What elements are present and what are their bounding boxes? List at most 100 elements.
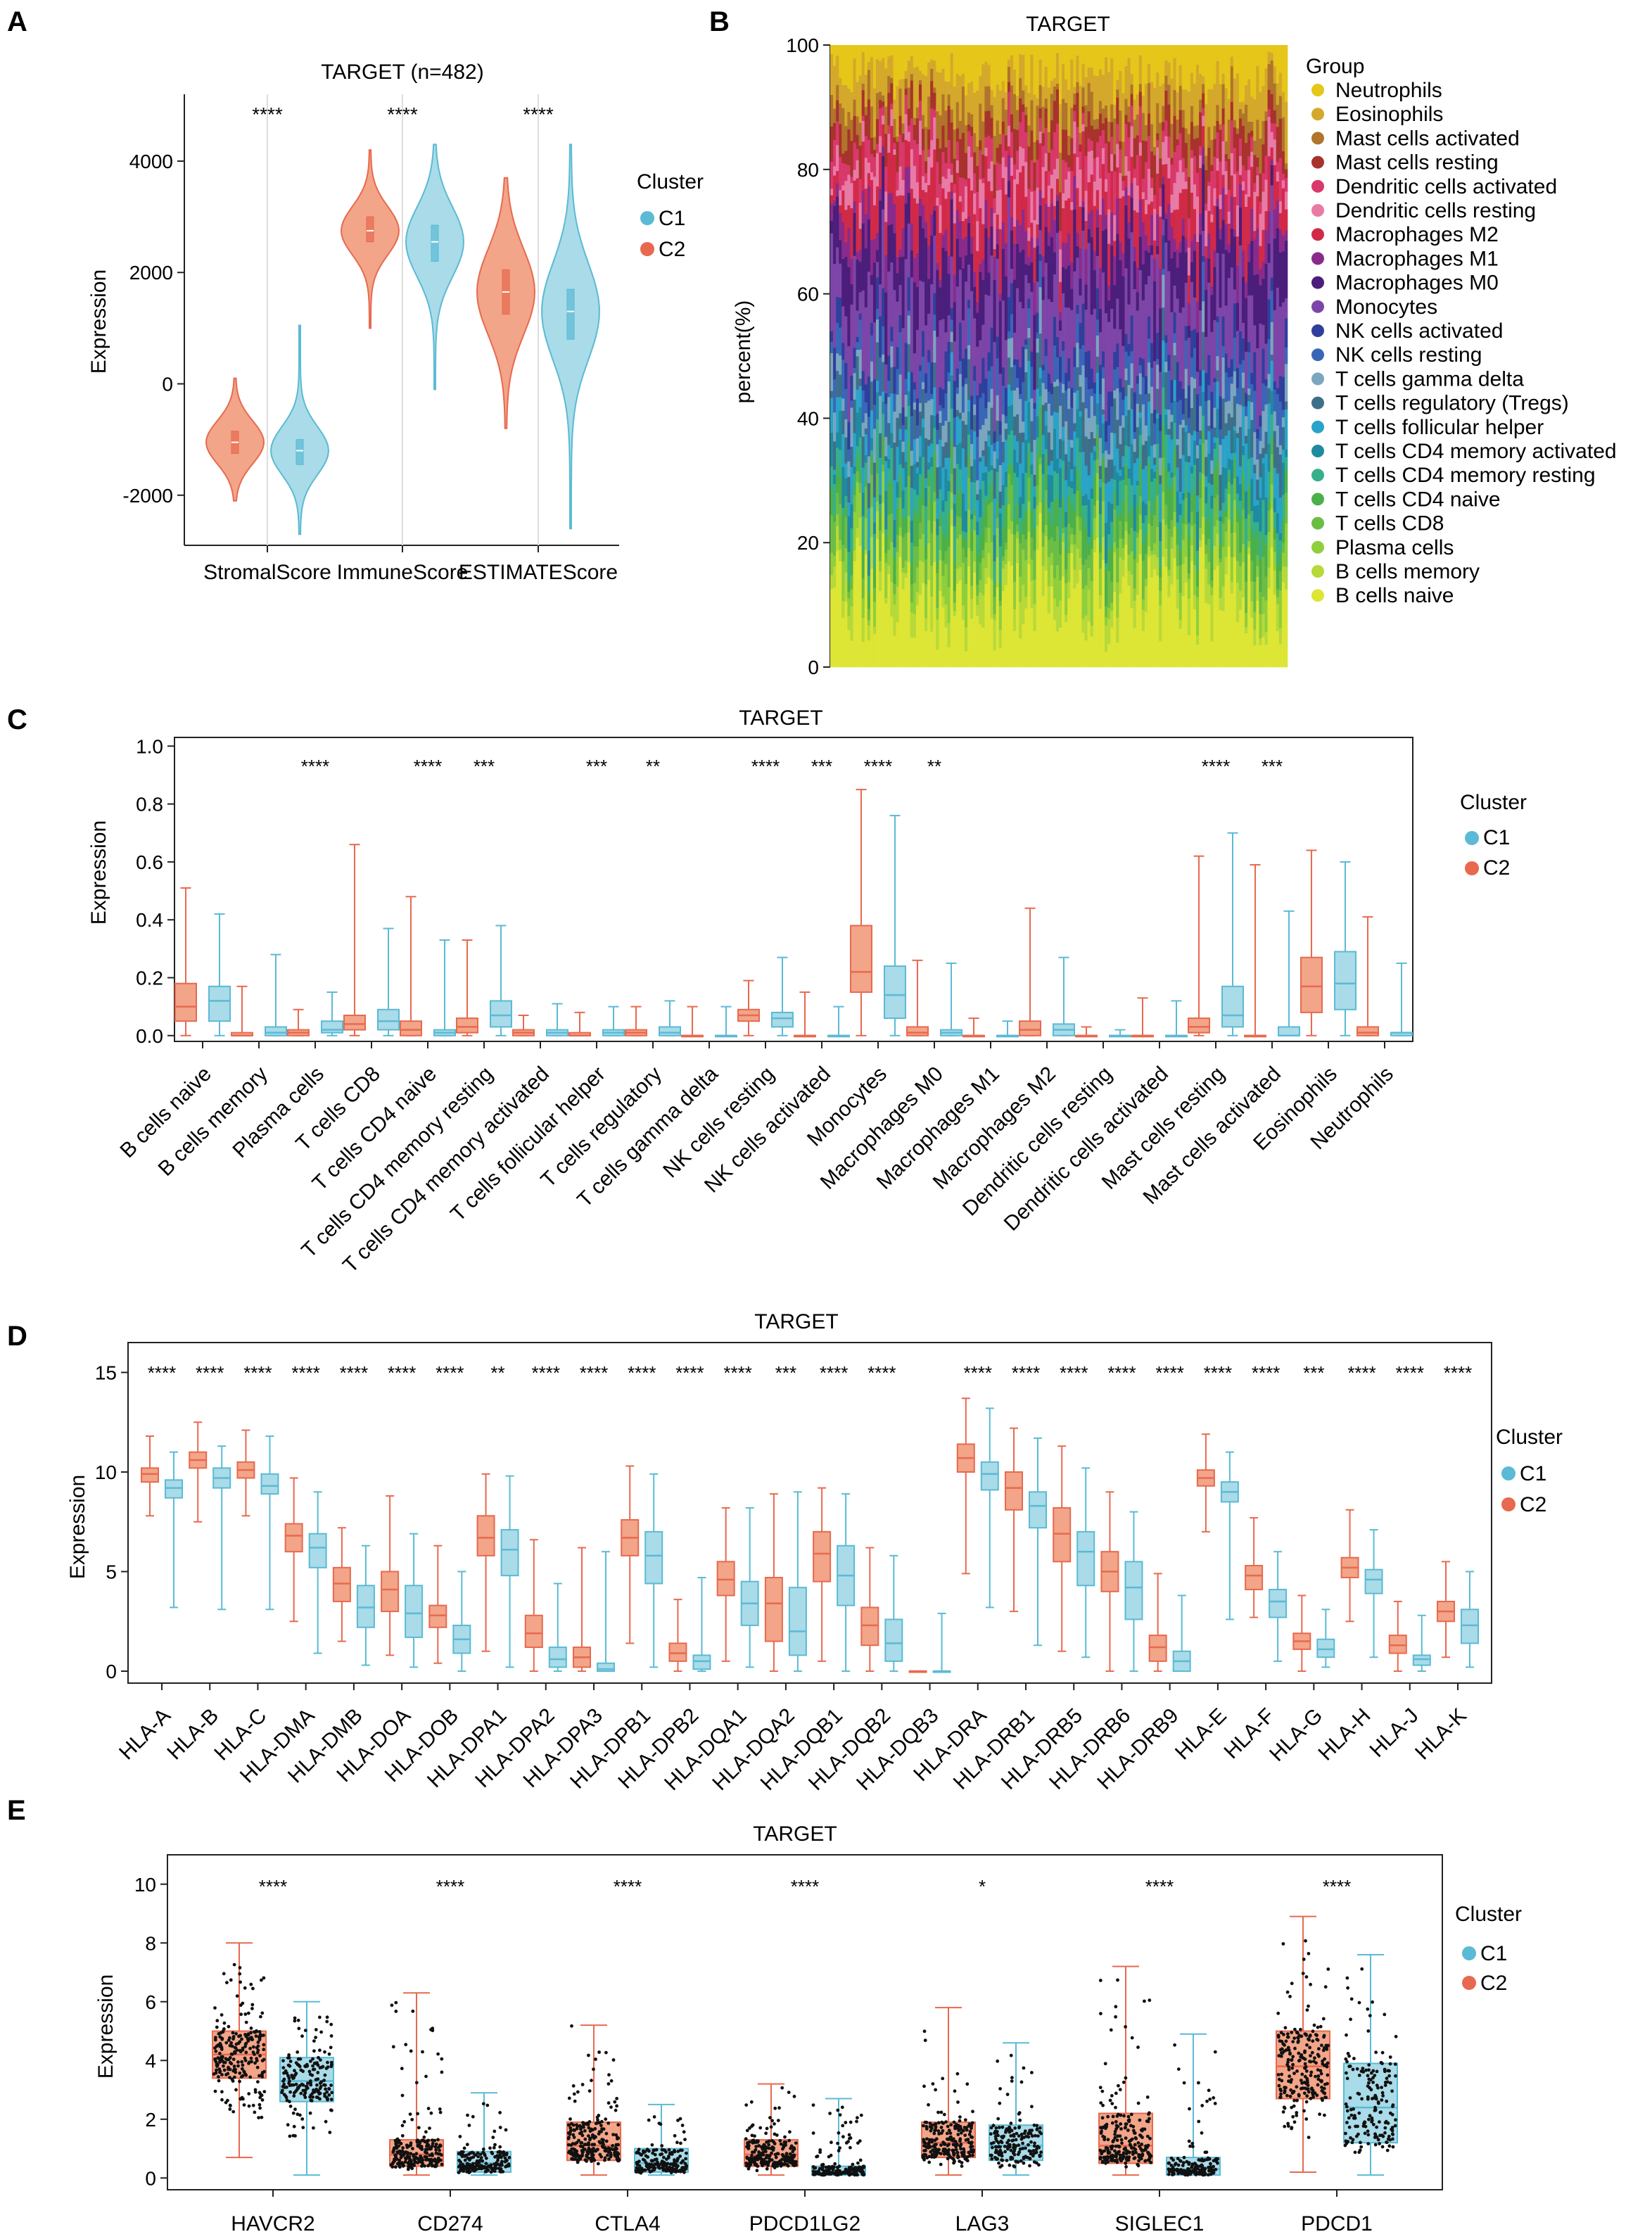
panel-b-bar-segment	[1107, 643, 1111, 668]
panel-b-bar-segment	[1062, 350, 1065, 384]
panel-e-jitter-point	[234, 2067, 237, 2072]
panel-e-jitter-point	[217, 2079, 221, 2083]
panel-b-bar-segment	[1205, 103, 1208, 156]
panel-b-bar-segment	[973, 286, 977, 319]
panel-b-bar-segment	[1196, 597, 1200, 636]
panel-b-bar-segment	[990, 207, 993, 227]
panel-b-bar-segment	[1038, 464, 1042, 503]
panel-b-bar-segment	[1202, 255, 1205, 262]
panel-b-bar-segment	[953, 503, 957, 526]
panel-b-bar-segment	[950, 122, 953, 164]
panel-e-jitter-point	[259, 2093, 262, 2096]
panel-b-bar-segment	[1270, 185, 1273, 278]
panel-b-bar-segment	[1059, 468, 1062, 508]
panel-b-bar-segment	[953, 129, 957, 159]
panel-b-bar-segment	[904, 113, 908, 140]
panel-b-bar-segment	[1036, 246, 1039, 282]
panel-b-bar-segment	[841, 185, 845, 191]
panel-b-bar-segment	[1153, 146, 1157, 156]
panel-b-bar-segment	[844, 495, 848, 507]
panel-e-jitter-point	[323, 2073, 327, 2077]
panel-b-bar-segment	[1190, 511, 1194, 526]
panel-b-bar-segment	[987, 577, 991, 668]
panel-b-legend-marker	[1311, 204, 1324, 217]
panel-b-bar-segment	[890, 581, 894, 617]
panel-b-bar-segment	[976, 45, 979, 91]
panel-c-significance: ****	[301, 756, 329, 777]
panel-b-bar-segment	[1233, 174, 1237, 197]
panel-b-bar-segment	[976, 554, 979, 585]
panel-b-bar-segment	[1059, 152, 1062, 193]
panel-b-bar-segment	[939, 319, 942, 388]
panel-b-bar-segment	[1016, 169, 1019, 184]
panel-b-bar-segment	[1176, 467, 1179, 492]
panel-b-bar-segment	[998, 421, 1003, 435]
panel-b-bar-segment	[876, 144, 879, 153]
panel-b-bar-segment	[836, 296, 839, 323]
panel-b-bar-segment	[1159, 158, 1162, 189]
panel-b-bar-segment	[1007, 504, 1011, 530]
panel-b-bar-segment	[867, 625, 871, 641]
panel-b-bar-segment	[1187, 325, 1191, 338]
panel-b-bar-segment	[1038, 131, 1042, 144]
panel-b-bar-segment	[1210, 428, 1214, 461]
panel-b-bar-segment	[950, 182, 953, 192]
panel-b-bar-segment	[925, 402, 928, 438]
panel-b-bar-segment	[1159, 86, 1162, 123]
panel-b-bar-segment	[1136, 383, 1140, 404]
panel-b-bar-segment	[1001, 505, 1005, 528]
panel-b-bar-segment	[1221, 585, 1225, 611]
panel-b-bar-segment	[973, 193, 977, 215]
panel-b-bar-segment	[927, 486, 931, 521]
panel-b-bar-segment	[1187, 247, 1191, 276]
panel-b-bar-segment	[1119, 198, 1122, 243]
panel-b-bar-segment	[1105, 57, 1108, 106]
panel-b-bar-segment	[973, 515, 977, 531]
panel-b-bar-segment	[858, 407, 862, 438]
panel-b-bar-segment	[1050, 475, 1054, 502]
panel-b-bar-segment	[1050, 203, 1054, 238]
panel-e-jitter-point	[288, 2060, 293, 2063]
panel-b-bar-segment	[1079, 151, 1082, 170]
panel-b-bar-segment	[1273, 411, 1277, 431]
panel-b-bar-segment	[961, 547, 965, 563]
panel-b-bar-segment	[936, 444, 939, 468]
panel-b-bar-segment	[1081, 495, 1085, 506]
panel-b-bar-segment	[1176, 209, 1179, 250]
panel-b-bar-segment	[1150, 245, 1154, 255]
panel-e-jitter-point	[394, 2000, 398, 2005]
panel-b-bar-segment	[1281, 417, 1285, 428]
panel-b-bar-segment	[1242, 190, 1245, 251]
panel-b-bar-segment	[1216, 494, 1219, 521]
panel-b-bar-segment	[890, 541, 894, 583]
panel-b-bar-segment	[1076, 188, 1079, 233]
panel-b-bar-segment	[872, 322, 877, 380]
panel-b-bar-segment	[1087, 138, 1091, 152]
panel-b-bar-segment	[947, 647, 951, 668]
panel-b-bar-segment	[1256, 120, 1259, 158]
panel-b-bar-segment	[1176, 491, 1179, 523]
panel-b-bar-segment	[1105, 143, 1108, 179]
panel-e-jitter-point	[312, 2088, 315, 2092]
panel-e-jitter-point	[239, 2012, 243, 2017]
panel-b-bar-segment	[1013, 472, 1017, 520]
panel-b-bar-segment	[941, 247, 945, 319]
panel-b-bar-segment	[872, 626, 877, 635]
panel-b-bar-segment	[925, 506, 928, 546]
panel-e-jitter-point	[242, 2103, 246, 2107]
panel-b-bar-segment	[1101, 108, 1105, 124]
panel-b-bar-segment	[1144, 533, 1148, 554]
panel-b-bar-segment	[936, 336, 939, 414]
panel-b-bar-segment	[1130, 506, 1133, 528]
panel-b-bar-segment	[941, 607, 945, 668]
panel-b-bar-segment	[1253, 611, 1257, 630]
panel-b-bar-segment	[973, 92, 977, 134]
panel-b-bar-segment	[1156, 388, 1159, 414]
panel-b-bar-segment	[1053, 381, 1057, 387]
panel-b-bar-segment	[1007, 474, 1011, 505]
panel-b-bar-segment	[970, 429, 974, 444]
panel-e-jitter-point	[251, 2050, 255, 2055]
panel-b-bar-segment	[1247, 243, 1251, 262]
panel-b-bar-segment	[1199, 369, 1202, 386]
panel-b-bar-segment	[1107, 481, 1111, 502]
